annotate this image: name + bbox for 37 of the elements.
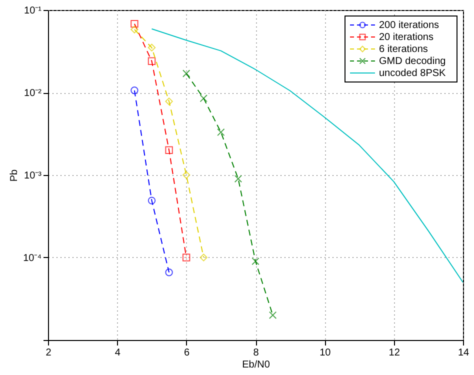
x-tick-label: 8 [253, 348, 260, 358]
point [200, 254, 208, 262]
legend-label: 200 iterations [379, 20, 440, 31]
y-axis-title: Pb [9, 168, 20, 182]
x-tick-label: 6 [184, 348, 190, 358]
x-tick-label: 12 [388, 348, 400, 358]
point [148, 44, 156, 52]
point [165, 98, 173, 106]
x-tick-label: 14 [458, 348, 470, 358]
y-tick-label: 10⁻² [24, 88, 42, 99]
point [182, 171, 190, 179]
x-axis-title: Eb/N0 [242, 360, 270, 370]
point [200, 94, 208, 102]
point [165, 146, 173, 154]
x-tick-label: 10 [320, 348, 332, 358]
point [148, 196, 156, 204]
point [252, 257, 260, 266]
point [148, 57, 156, 65]
legend-label: 20 iterations [379, 32, 434, 43]
point [182, 70, 190, 78]
legend-label: GMD decoding [379, 56, 446, 67]
y-tick-label: 10⁻³ [24, 170, 42, 182]
point [234, 174, 242, 183]
point [130, 20, 138, 28]
point [130, 26, 138, 34]
legend-label: 6 iterations [379, 44, 428, 55]
y-tick-label: 10⁻¹ [24, 6, 42, 16]
point [165, 268, 173, 276]
x-tick-label: 2 [46, 348, 52, 358]
point [268, 311, 277, 320]
line-series [151, 28, 463, 283]
point [182, 254, 190, 262]
x-tick-label: 4 [114, 348, 121, 358]
legend-label: uncoded 8PSK [379, 68, 446, 79]
y-tick-label: 10⁻⁴ [23, 253, 42, 264]
point [130, 86, 138, 94]
point [217, 128, 225, 136]
